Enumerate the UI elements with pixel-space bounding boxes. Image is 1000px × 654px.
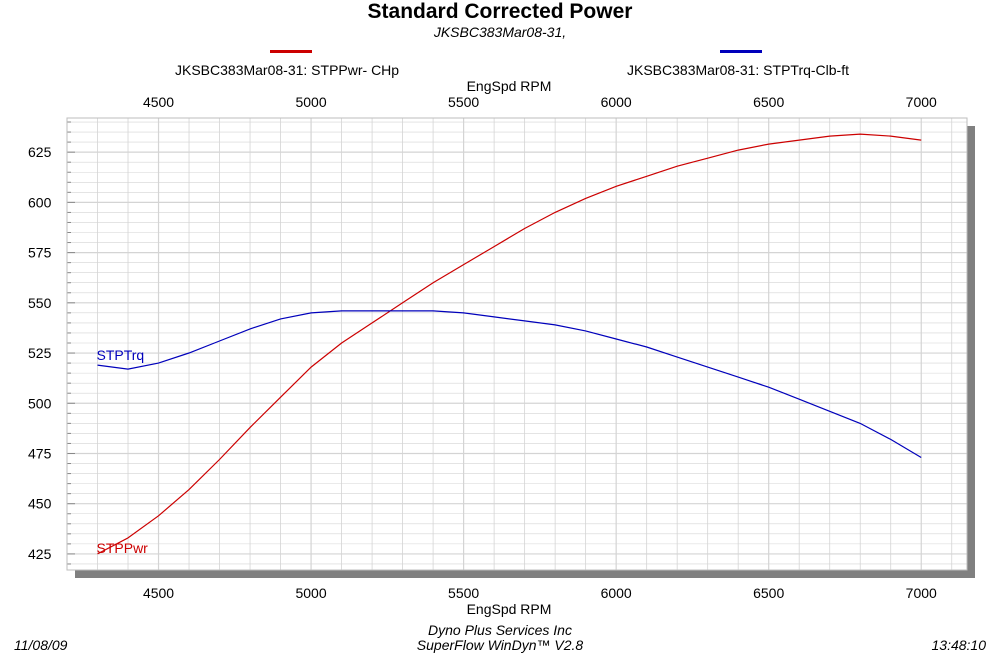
footer-company: Dyno Plus Services Inc [428,622,572,638]
y-tick-label: 500 [28,395,52,411]
x-axis-title-bottom: EngSpd RPM [466,601,552,617]
legend-line-torque [720,50,762,53]
x-tick-label-bottom: 5500 [448,585,479,601]
x-tick-label-top: 7000 [906,94,937,110]
y-tick-label: 450 [28,496,52,512]
legend-label-torque: JKSBC383Mar08-31: STPTrq-Clb-ft [627,62,849,78]
plot-shadow-right [967,126,975,578]
y-tick-label: 550 [28,295,52,311]
x-tick-label-bottom: 4500 [143,585,174,601]
y-tick-label: 625 [28,144,52,160]
x-tick-label-top: 5500 [448,94,479,110]
x-axis-title-top: EngSpd RPM [466,78,552,94]
plot-background [67,118,967,570]
x-tick-label-bottom: 5000 [295,585,326,601]
legend-label-power: JKSBC383Mar08-31: STPPwr- CHp [175,62,400,78]
footer-software: SuperFlow WinDyn™ V2.8 [416,637,584,653]
y-tick-label: 575 [28,245,52,261]
x-tick-label-top: 4500 [143,94,174,110]
chart-subtitle: JKSBC383Mar08-31, [433,24,567,40]
x-tick-label-bottom: 7000 [906,585,937,601]
x-tick-label-top: 5000 [295,94,326,110]
footer-date: 11/08/09 [14,637,68,653]
series-line-torque [97,310,922,459]
y-tick-label: 475 [28,445,52,461]
chart-title: Standard Corrected Power [367,0,633,23]
y-tick-label: 425 [28,546,52,562]
footer-time: 13:48:10 [931,637,987,653]
series-label-power: STPPwr [97,540,149,556]
plot-shadow-bottom [75,570,975,578]
y-tick-label: 525 [28,345,52,361]
series-label-torque: STPTrq [97,347,145,363]
legend-line-power [270,50,312,53]
x-tick-label-bottom: 6500 [753,585,784,601]
series-line-power [97,133,922,555]
x-tick-label-bottom: 6000 [601,585,632,601]
y-tick-label: 600 [28,194,52,210]
x-tick-label-top: 6000 [601,94,632,110]
x-tick-label-top: 6500 [753,94,784,110]
plot-frame [66,117,968,571]
